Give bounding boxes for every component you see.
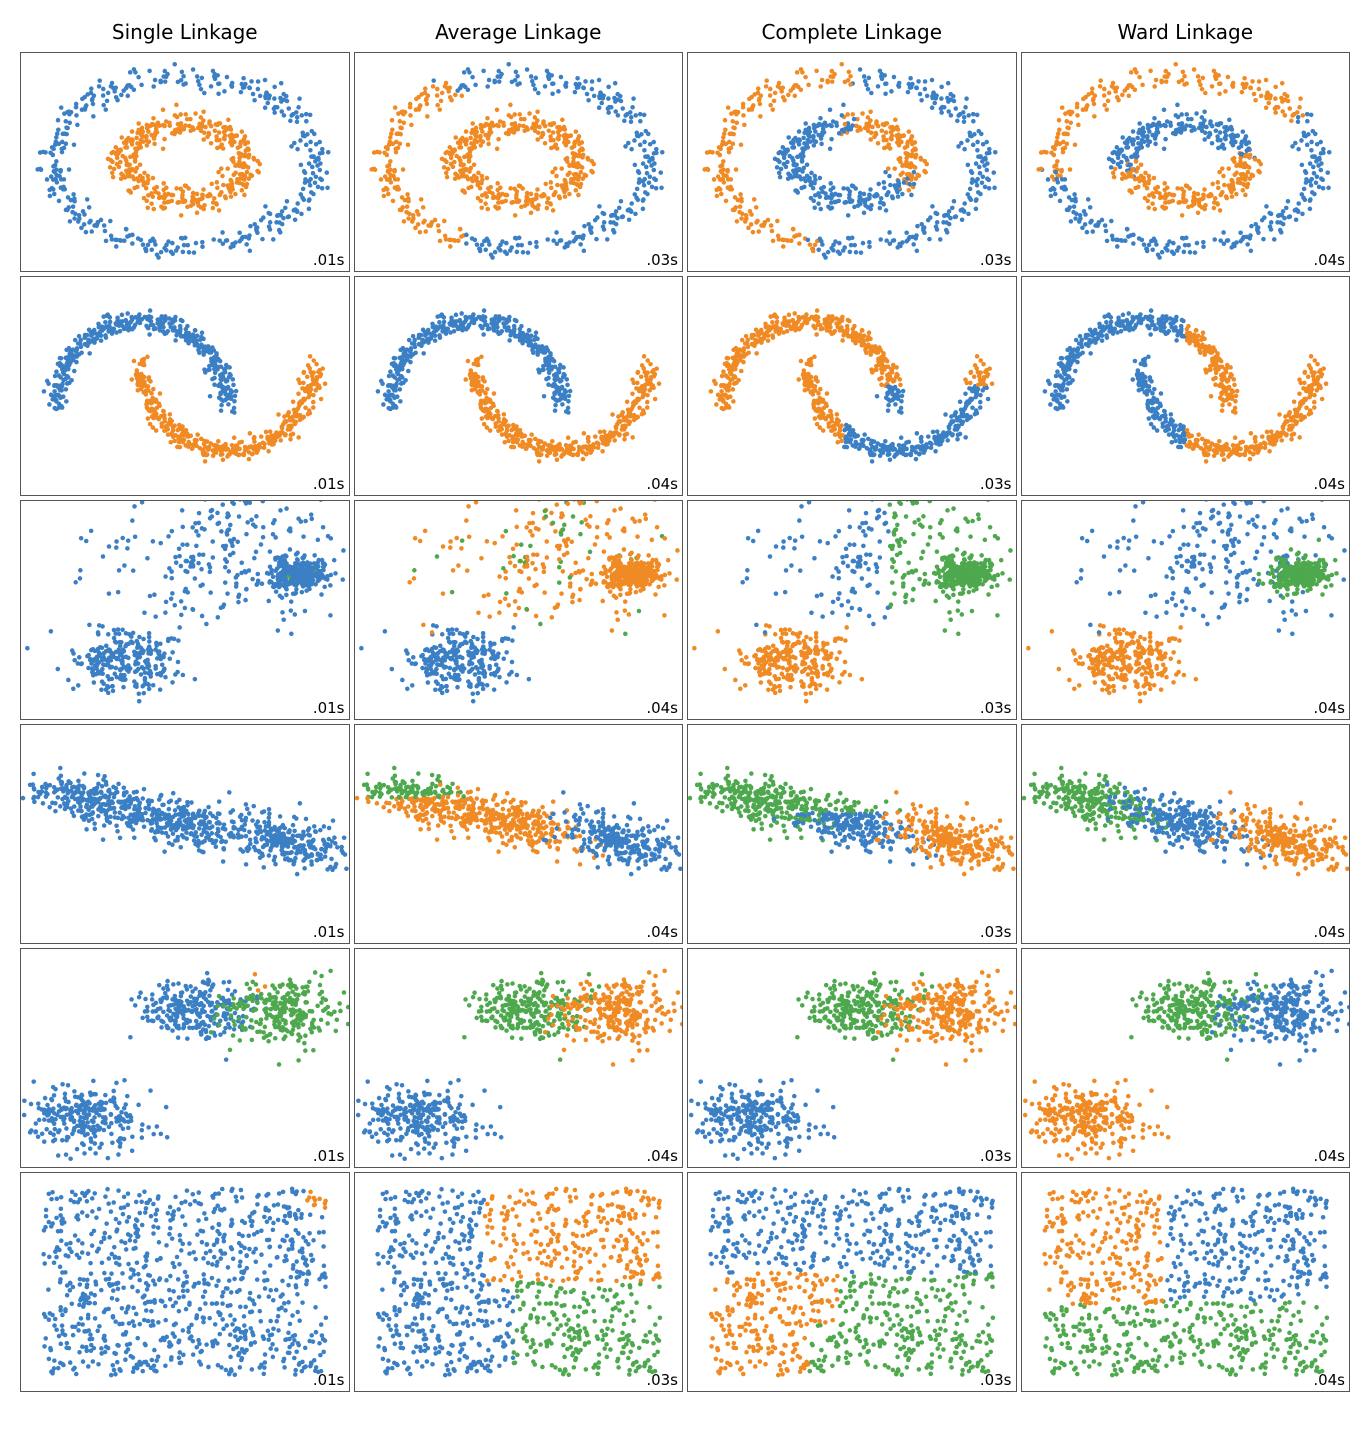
timing-label: .01s xyxy=(313,699,345,717)
panel-varied-complete: .03s xyxy=(687,500,1017,720)
panel-circles-single: .01s xyxy=(20,52,350,272)
scatter-moons-complete xyxy=(688,277,1016,495)
scatter-varied-ward xyxy=(1022,501,1350,719)
panel-uniform-average: .03s xyxy=(354,1172,684,1392)
panel-aniso-average: .04s xyxy=(354,724,684,944)
scatter-moons-ward xyxy=(1022,277,1350,495)
panel-uniform-complete: .03s xyxy=(687,1172,1017,1392)
timing-label: .01s xyxy=(313,251,345,269)
scatter-uniform-ward xyxy=(1022,1173,1350,1391)
panel-blobs-average: .04s xyxy=(354,948,684,1168)
panel-blobs-complete: .03s xyxy=(687,948,1017,1168)
panel-circles-ward: .04s xyxy=(1021,52,1351,272)
panel-circles-complete: .03s xyxy=(687,52,1017,272)
scatter-circles-single xyxy=(21,53,349,271)
panel-moons-average: .04s xyxy=(354,276,684,496)
timing-label: .03s xyxy=(646,1371,678,1389)
scatter-circles-average xyxy=(355,53,683,271)
timing-label: .03s xyxy=(980,1371,1012,1389)
timing-label: .01s xyxy=(313,1371,345,1389)
scatter-moons-single xyxy=(21,277,349,495)
panel-uniform-ward: .04s xyxy=(1021,1172,1351,1392)
panel-varied-average: .04s xyxy=(354,500,684,720)
scatter-uniform-average xyxy=(355,1173,683,1391)
scatter-varied-average xyxy=(355,501,683,719)
panel-circles-average: .03s xyxy=(354,52,684,272)
panel-uniform-single: .01s xyxy=(20,1172,350,1392)
timing-label: .04s xyxy=(1313,1371,1345,1389)
panel-moons-complete: .03s xyxy=(687,276,1017,496)
scatter-aniso-single xyxy=(21,725,349,943)
panel-moons-single: .01s xyxy=(20,276,350,496)
column-title-single: Single Linkage xyxy=(20,20,350,48)
timing-label: .03s xyxy=(980,699,1012,717)
scatter-aniso-complete xyxy=(688,725,1016,943)
scatter-varied-complete xyxy=(688,501,1016,719)
scatter-blobs-complete xyxy=(688,949,1016,1167)
scatter-circles-ward xyxy=(1022,53,1350,271)
timing-label: .03s xyxy=(980,923,1012,941)
timing-label: .01s xyxy=(313,923,345,941)
scatter-moons-average xyxy=(355,277,683,495)
timing-label: .03s xyxy=(980,251,1012,269)
timing-label: .04s xyxy=(646,923,678,941)
scatter-aniso-average xyxy=(355,725,683,943)
panel-aniso-single: .01s xyxy=(20,724,350,944)
timing-label: .04s xyxy=(646,1147,678,1165)
panel-aniso-complete: .03s xyxy=(687,724,1017,944)
panel-blobs-single: .01s xyxy=(20,948,350,1168)
timing-label: .04s xyxy=(1313,1147,1345,1165)
timing-label: .01s xyxy=(313,475,345,493)
column-title-ward: Ward Linkage xyxy=(1021,20,1351,48)
linkage-comparison-grid: Single LinkageAverage LinkageComplete Li… xyxy=(20,20,1350,1392)
scatter-circles-complete xyxy=(688,53,1016,271)
timing-label: .03s xyxy=(646,251,678,269)
panel-aniso-ward: .04s xyxy=(1021,724,1351,944)
scatter-varied-single xyxy=(21,501,349,719)
timing-label: .04s xyxy=(646,475,678,493)
panel-blobs-ward: .04s xyxy=(1021,948,1351,1168)
scatter-blobs-average xyxy=(355,949,683,1167)
panel-varied-ward: .04s xyxy=(1021,500,1351,720)
scatter-blobs-single xyxy=(21,949,349,1167)
panel-moons-ward: .04s xyxy=(1021,276,1351,496)
scatter-uniform-single xyxy=(21,1173,349,1391)
timing-label: .04s xyxy=(1313,475,1345,493)
timing-label: .01s xyxy=(313,1147,345,1165)
scatter-blobs-ward xyxy=(1022,949,1350,1167)
scatter-aniso-ward xyxy=(1022,725,1350,943)
column-title-average: Average Linkage xyxy=(354,20,684,48)
timing-label: .03s xyxy=(980,475,1012,493)
timing-label: .03s xyxy=(980,1147,1012,1165)
timing-label: .04s xyxy=(646,699,678,717)
timing-label: .04s xyxy=(1313,923,1345,941)
timing-label: .04s xyxy=(1313,699,1345,717)
scatter-uniform-complete xyxy=(688,1173,1016,1391)
panel-varied-single: .01s xyxy=(20,500,350,720)
column-title-complete: Complete Linkage xyxy=(687,20,1017,48)
timing-label: .04s xyxy=(1313,251,1345,269)
